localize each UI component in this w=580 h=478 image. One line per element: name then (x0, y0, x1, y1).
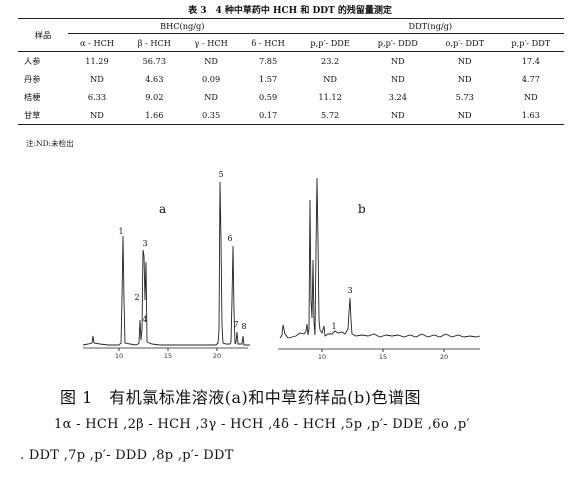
table-cell: ND (363, 106, 432, 125)
table-cell: 5.72 (296, 106, 364, 125)
table-row: 桔梗 6.33 9.02 ND 0.59 11.12 3.24 5.73 ND (18, 88, 564, 106)
chromatogram-figure: 10 15 20 1 2 3 4 5 6 7 8 a 10 15 20 1 3 … (82, 170, 481, 361)
table-cell: 1.63 (497, 106, 564, 125)
table-cell: ND (457, 74, 472, 84)
axis-tick-label: 15 (164, 352, 172, 360)
peak-label: 8 (241, 322, 246, 331)
bhc-group-header: BHC(ng/g) (68, 18, 297, 34)
chromatogram-a (82, 181, 250, 351)
peak-label: 5 (218, 170, 223, 179)
table-row: 人参 11.29 56.73 ND 7.85 23.2 ND ND 17.4 (18, 52, 564, 71)
column-header: p,p′- DDE (296, 33, 364, 52)
table-cell: ND (90, 74, 104, 84)
table-title: 表 3 4 种中草药中 HCH 和 DDT 的残留量测定 (188, 6, 392, 16)
axis-tick-label: 10 (115, 352, 123, 360)
sample-name: 桔梗 (24, 92, 41, 102)
peak-label: 1 (331, 322, 336, 331)
table-cell: 11.12 (318, 92, 342, 102)
axis-tick-label: 15 (379, 353, 387, 361)
table-cell: 0.59 (258, 92, 278, 102)
chromatogram-b-trace (279, 177, 481, 339)
table-cell: ND (204, 56, 218, 66)
chromatogram-a-trace (82, 181, 250, 346)
table-cell: 3.24 (388, 92, 407, 102)
column-header: γ - HCH (182, 33, 240, 52)
column-header: o,p′- DDT (431, 33, 498, 52)
table-cell: ND (457, 56, 472, 66)
table-row: 甘草 ND 1.66 0.35 0.17 5.72 ND ND 1.63 (18, 106, 564, 125)
figure-legend-line-1: 1α - HCH ,2β - HCH ,3γ - HCH ,4δ - HCH ,… (54, 417, 470, 432)
axis-tick-label: 10 (318, 353, 326, 361)
table-cell: ND (68, 106, 126, 125)
column-header: β - HCH (126, 33, 183, 52)
table-cell: 1.66 (126, 106, 183, 125)
panel-b-label: b (358, 202, 366, 216)
column-header: α - HCH (68, 33, 126, 52)
axis-tick-label: 20 (213, 352, 221, 360)
table-cell: 0.35 (182, 106, 240, 125)
axis-tick-label: 20 (440, 353, 448, 361)
peak-label: 1 (118, 227, 123, 236)
table-cell: ND (431, 106, 498, 125)
table-cell: 9.02 (145, 92, 164, 102)
table-cell: 5.73 (455, 92, 474, 102)
panel-a-label: a (159, 202, 166, 216)
column-header: p,p′- DDD (363, 33, 432, 52)
peak-label: 3 (347, 286, 352, 295)
table-cell: 17.4 (521, 56, 540, 66)
peak-label: 6 (227, 234, 232, 243)
residue-table: 样品 BHC(ng/g) DDT(ng/g) α - HCH β - HCH γ… (18, 18, 564, 125)
table-cell: ND (390, 74, 405, 84)
table-cell: 11.29 (85, 56, 109, 66)
table-cell: ND (323, 74, 337, 84)
table-cell: 1.57 (258, 74, 278, 84)
chromatogram-b (278, 177, 481, 352)
table-note: 注:ND:未检出 (26, 139, 74, 148)
sample-name: 人参 (24, 56, 41, 66)
table-cell: 4.77 (521, 74, 540, 84)
table-cell: 0.09 (201, 74, 221, 84)
table-cell: ND (523, 92, 538, 102)
column-header: p,p′- DDT (497, 33, 564, 52)
table-cell: 4.63 (145, 74, 164, 84)
sample-header: 样品 (18, 18, 68, 52)
peak-label: 2 (134, 293, 139, 302)
peak-label: 3 (142, 239, 147, 248)
table-cell: 0.17 (239, 106, 297, 125)
table-cell: 7.85 (258, 56, 278, 66)
column-header: δ - HCH (239, 33, 297, 52)
table-cell: 56.73 (142, 56, 167, 66)
table-row: 丹参 ND 4.63 0.09 1.57 ND ND ND 4.77 (18, 70, 564, 88)
table-cell: ND (390, 56, 405, 66)
table-cell: ND (204, 92, 218, 102)
figure-legend-line-2: . DDT ,7p ,p′- DDD ,8p ,p′- DDT (20, 448, 234, 463)
peak-label: 4 (142, 315, 147, 324)
sample-name: 甘草 (18, 106, 68, 125)
table-cell: 6.33 (87, 92, 107, 102)
ddt-group-header: DDT(ng/g) (296, 18, 564, 34)
peak-label: 7 (233, 320, 238, 329)
table-cell: 23.2 (321, 56, 340, 66)
figure-title: 图 1 有机氯标准溶液(a)和中草药样品(b)色谱图 (60, 388, 422, 407)
sample-name: 丹参 (24, 74, 41, 84)
